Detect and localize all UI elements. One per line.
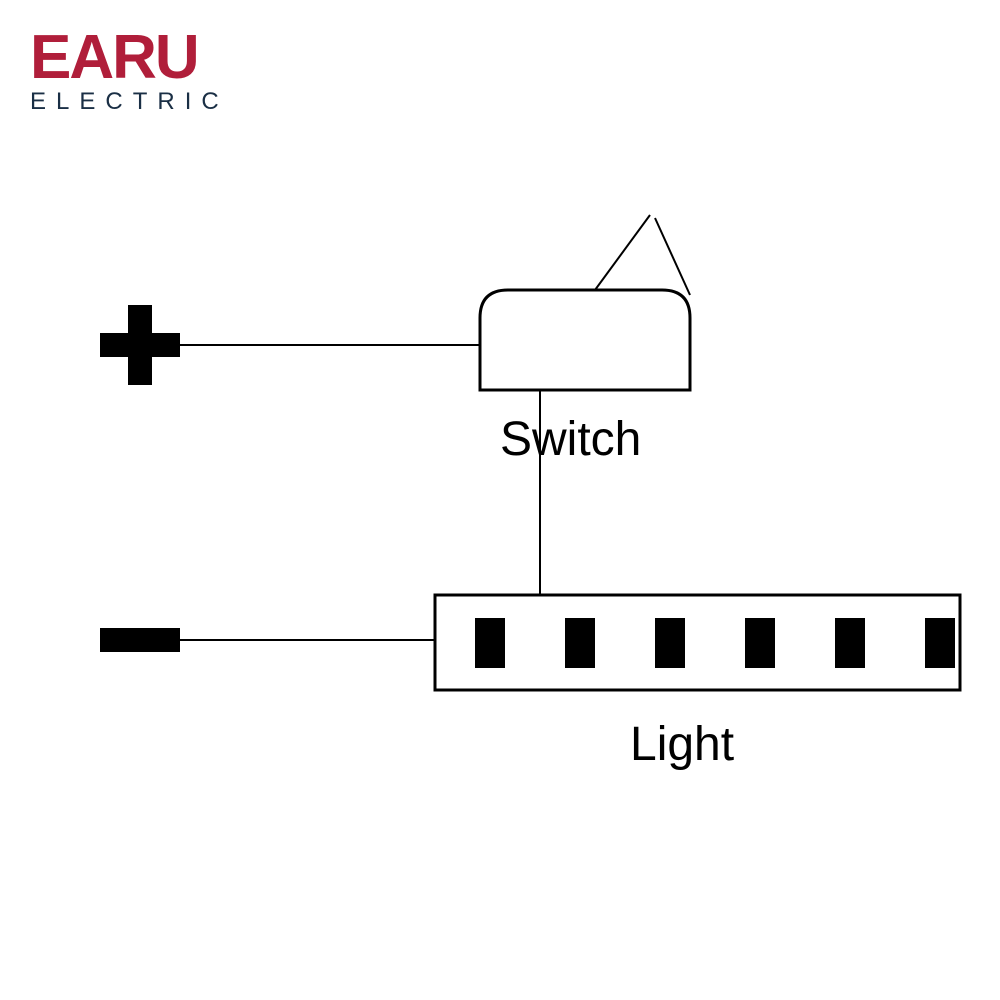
switch-toggle	[655, 218, 690, 295]
light-strip	[435, 595, 960, 690]
switch-body	[480, 290, 690, 390]
switch-toggle	[595, 215, 650, 290]
led-segment	[565, 618, 595, 668]
led-segment	[655, 618, 685, 668]
led-segment	[835, 618, 865, 668]
light-label: Light	[630, 718, 734, 771]
switch-label: Switch	[500, 413, 641, 466]
led-segment	[475, 618, 505, 668]
led-segment	[925, 618, 955, 668]
wiring-diagram: Switch Light	[0, 0, 1000, 1000]
led-segment	[745, 618, 775, 668]
minus-icon	[100, 628, 180, 652]
